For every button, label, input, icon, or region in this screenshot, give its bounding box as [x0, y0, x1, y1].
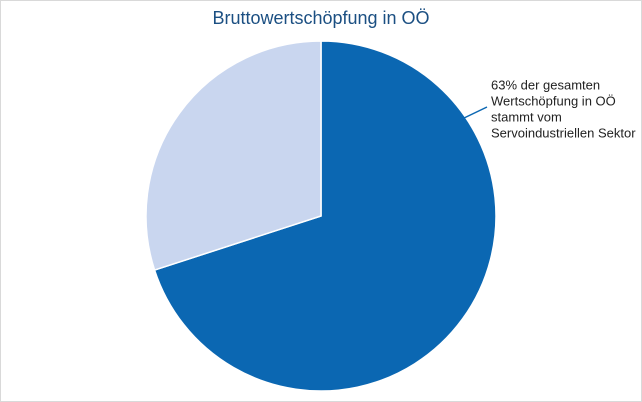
pie-slice: [153, 40, 497, 392]
leader-line: [461, 106, 488, 120]
pie-slice: [145, 40, 322, 272]
annotation-line: stammt vom: [491, 109, 562, 124]
annotation-line: 63% der gesamten: [491, 77, 600, 92]
annotation-line: Wertschöpfung in OÖ: [491, 93, 616, 108]
pie: [145, 40, 497, 392]
chart-title: Bruttowertschöpfung in OÖ: [212, 8, 429, 28]
annotation-line: Servoindustriellen Sektor: [491, 125, 636, 140]
